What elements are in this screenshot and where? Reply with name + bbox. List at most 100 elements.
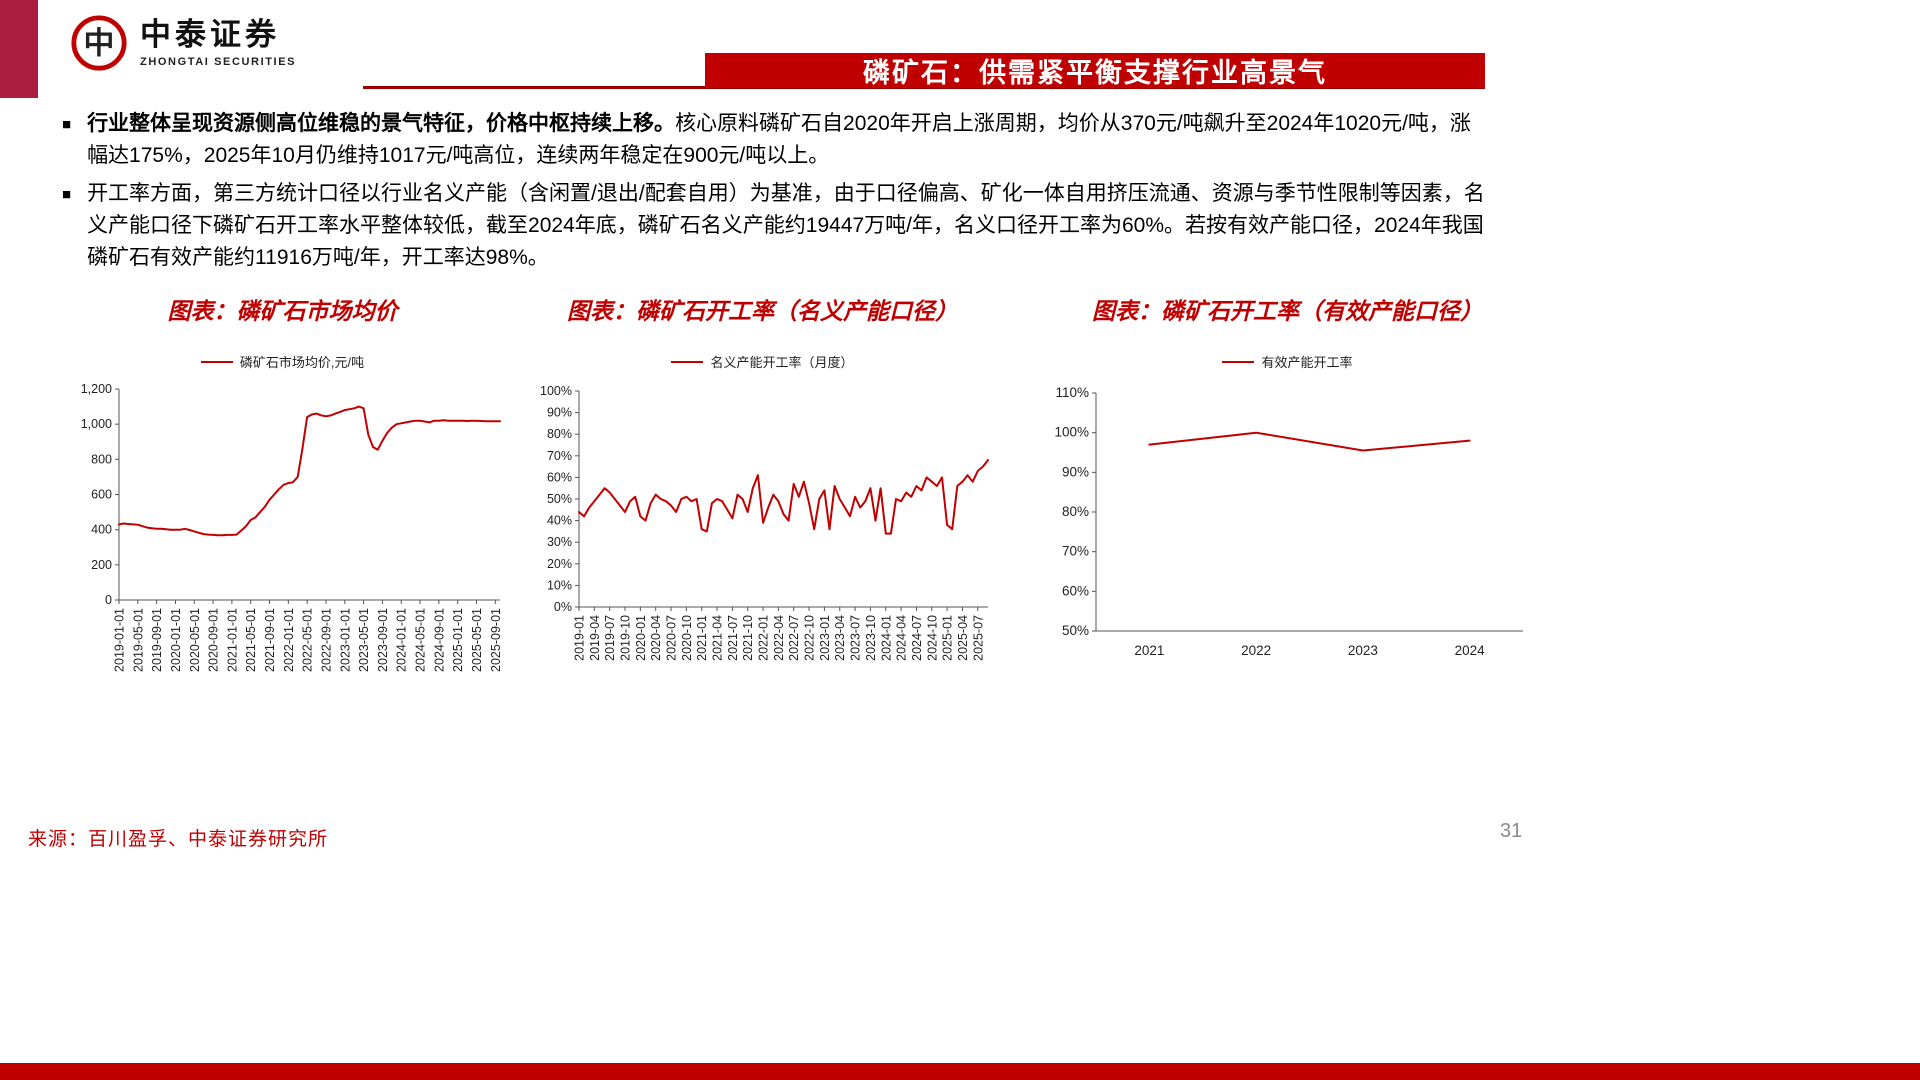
svg-text:2023-10: 2023-10 [864, 615, 878, 661]
svg-text:2022-01-01: 2022-01-01 [282, 608, 296, 672]
zhongtai-logo: 中 中泰证券 ZHONGTAI SECURITIES [70, 14, 296, 72]
svg-text:1,200: 1,200 [81, 382, 112, 396]
price-chart-legend: 磷矿石市场均价,元/吨 [200, 352, 364, 371]
chart-title-nominal-utilization: 图表：磷矿石开工率（名义产能口径） [567, 299, 958, 324]
svg-text:40%: 40% [547, 514, 572, 528]
svg-text:100%: 100% [1054, 425, 1089, 440]
svg-text:2023-04: 2023-04 [833, 615, 847, 661]
svg-text:2024: 2024 [1455, 643, 1486, 658]
svg-text:2019-04: 2019-04 [588, 615, 602, 661]
bullet-marker-icon: ■ [62, 185, 72, 203]
svg-text:2019-05-01: 2019-05-01 [131, 608, 145, 672]
svg-text:60%: 60% [1062, 583, 1089, 598]
svg-text:2022-09-01: 2022-09-01 [319, 608, 333, 672]
svg-text:400: 400 [91, 523, 112, 537]
effective-utilization-chart: 50% 60% 70% 80% 90% 100% 110% 2021 2022 2023 2024 [1054, 385, 1523, 658]
svg-text:2024-04: 2024-04 [895, 615, 909, 661]
svg-text:800: 800 [91, 452, 112, 466]
nominal-utilization-chart: 0% 10% 20% 30% 40% 50% 60% 70% 80% 90% 100% 2019-01… [540, 384, 989, 661]
page-number: 31 [1500, 820, 1523, 842]
svg-text:2020-04: 2020-04 [649, 615, 663, 661]
svg-text:2021-05-01: 2021-05-01 [244, 608, 258, 672]
chart-title-price: 图表：磷矿石市场均价 [167, 299, 398, 324]
svg-text:2025-05-01: 2025-05-01 [470, 608, 484, 672]
svg-text:2024-01-01: 2024-01-01 [395, 608, 409, 672]
svg-text:80%: 80% [547, 427, 572, 441]
svg-text:2025-04: 2025-04 [956, 615, 970, 661]
legend-label: 名义产能开工率（月度） [710, 355, 854, 370]
svg-text:2022-01: 2022-01 [757, 615, 771, 661]
svg-text:2022-05-01: 2022-05-01 [301, 608, 315, 672]
svg-text:2019-10: 2019-10 [619, 615, 633, 661]
svg-text:2023-01: 2023-01 [818, 615, 832, 661]
svg-text:30%: 30% [547, 535, 572, 549]
svg-text:200: 200 [91, 558, 112, 572]
price-chart: 0 200 400 600 800 1,000 1,200 2019-01-01 2019-05… [81, 382, 503, 672]
bullet-item-1: ■ 行业整体呈现资源侧高位维稳的景气特征，价格中枢持续上移。核心原料磷矿石自20… [62, 108, 1486, 172]
svg-text:2023-01-01: 2023-01-01 [338, 608, 352, 672]
svg-text:100%: 100% [540, 384, 572, 398]
svg-text:2023-05-01: 2023-05-01 [357, 608, 371, 672]
svg-text:0%: 0% [554, 600, 572, 614]
svg-text:50%: 50% [1062, 623, 1089, 638]
svg-text:2023: 2023 [1348, 643, 1378, 658]
svg-text:2020-01: 2020-01 [634, 615, 648, 661]
logo-texts: 中泰证券 ZHONGTAI SECURITIES [140, 18, 297, 68]
svg-text:20%: 20% [547, 557, 572, 571]
svg-text:2021-01-01: 2021-01-01 [225, 608, 239, 672]
svg-text:2021-07: 2021-07 [726, 615, 740, 661]
svg-text:80%: 80% [1062, 504, 1089, 519]
svg-text:2019-07: 2019-07 [603, 615, 617, 661]
svg-text:600: 600 [91, 488, 112, 502]
bullet-marker-icon: ■ [62, 116, 72, 133]
svg-text:1,000: 1,000 [81, 417, 112, 431]
svg-text:2019-09-01: 2019-09-01 [150, 608, 164, 672]
svg-text:2023-09-01: 2023-09-01 [376, 608, 390, 672]
svg-text:2021-01: 2021-01 [695, 615, 709, 661]
svg-text:2020-10: 2020-10 [680, 615, 694, 661]
page-title: 磷矿石：供需紧平衡支撑行业高景气 [705, 53, 1485, 88]
legend-line-icon [671, 360, 704, 363]
svg-text:2020-01-01: 2020-01-01 [169, 608, 183, 672]
bullet-text-1: 行业整体呈现资源侧高位维稳的景气特征，价格中枢持续上移。核心原料磷矿石自2020… [87, 108, 1486, 172]
svg-text:2024-10: 2024-10 [925, 615, 939, 661]
svg-text:90%: 90% [1062, 464, 1089, 479]
svg-text:2024-05-01: 2024-05-01 [414, 608, 428, 672]
svg-text:2022-04: 2022-04 [772, 615, 786, 661]
svg-text:2024-01: 2024-01 [879, 615, 893, 661]
svg-text:2020-09-01: 2020-09-01 [207, 608, 221, 672]
bullet-rest-1: 核心原料磷矿石自2020年开启上涨周期，均价从370元/吨飙升至2024年102… [87, 112, 1471, 167]
svg-text:110%: 110% [1055, 385, 1089, 400]
nominal-utilization-legend: 名义产能开工率（月度） [671, 352, 854, 371]
svg-text:2025-09-01: 2025-09-01 [489, 608, 503, 672]
effective-utilization-chart-block: 有效产能开工率 50% 60% 70% 80% 90% 100% 110% 2021 2022 2… [1030, 352, 1545, 675]
svg-text:60%: 60% [547, 470, 572, 484]
logo-en-text: ZHONGTAI SECURITIES [140, 55, 297, 68]
svg-text:2021-10: 2021-10 [741, 615, 755, 661]
svg-text:2020-05-01: 2020-05-01 [188, 608, 202, 672]
svg-text:2022: 2022 [1241, 643, 1271, 658]
svg-text:10%: 10% [547, 578, 572, 592]
price-chart-block: 磷矿石市场均价,元/吨 0 200 400 600 800 1,000 1,200 2019-… [55, 352, 510, 700]
svg-text:2024-07: 2024-07 [910, 615, 924, 661]
chart-title-effective-utilization: 图表：磷矿石开工率（有效产能口径） [1092, 299, 1483, 324]
legend-line-icon [1222, 360, 1255, 363]
footer-bar [0, 1063, 1920, 1080]
svg-text:2023-07: 2023-07 [849, 615, 863, 661]
bullet-text-2: 开工率方面，第三方统计口径以行业名义产能（含闲置/退出/配套自用）为基准，由于口… [87, 178, 1486, 274]
svg-text:2021-04: 2021-04 [711, 615, 725, 661]
svg-text:2019-01-01: 2019-01-01 [113, 608, 127, 672]
svg-text:2022-07: 2022-07 [787, 615, 801, 661]
legend-label: 有效产能开工率 [1261, 355, 1353, 370]
legend-line-icon [200, 360, 233, 363]
svg-text:70%: 70% [1062, 544, 1089, 559]
zhongtai-logo-icon: 中 [71, 15, 127, 71]
svg-text:2021-09-01: 2021-09-01 [263, 608, 277, 672]
source-note: 来源：百川盈孚、中泰证券研究所 [28, 829, 329, 850]
svg-text:2022-10: 2022-10 [803, 615, 817, 661]
corner-accent [0, 0, 38, 98]
svg-text:0: 0 [105, 593, 112, 607]
svg-text:中: 中 [84, 26, 115, 61]
nominal-utilization-chart-block: 名义产能开工率（月度） 0% 10% 20% 30% 40% 50% 60% 70% 80% 90… [525, 352, 1000, 685]
